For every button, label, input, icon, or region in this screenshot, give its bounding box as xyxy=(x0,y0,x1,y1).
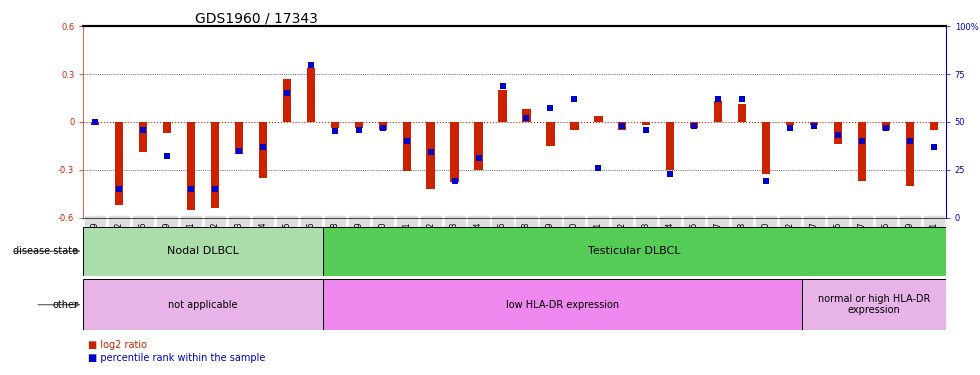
Text: ■ log2 ratio: ■ log2 ratio xyxy=(88,340,147,350)
Bar xyxy=(546,122,555,146)
Point xyxy=(351,126,367,132)
Bar xyxy=(83,279,322,330)
Bar xyxy=(259,122,268,178)
Text: low HLA-DR expression: low HLA-DR expression xyxy=(506,300,619,310)
Point xyxy=(327,128,343,135)
Bar xyxy=(786,122,794,125)
Bar xyxy=(83,227,322,276)
Bar xyxy=(403,122,411,171)
Text: not applicable: not applicable xyxy=(169,300,238,310)
Point xyxy=(830,132,846,138)
Point xyxy=(734,96,750,102)
Point xyxy=(87,119,103,125)
Bar xyxy=(522,109,531,122)
Point xyxy=(543,105,559,111)
Point xyxy=(902,138,917,144)
Point xyxy=(878,124,894,130)
Bar xyxy=(594,116,603,122)
Bar xyxy=(642,122,651,125)
Text: disease state: disease state xyxy=(14,246,78,256)
Point xyxy=(686,123,702,129)
Bar xyxy=(809,122,818,125)
Point xyxy=(183,186,199,192)
Point xyxy=(207,186,222,192)
Bar xyxy=(139,122,147,152)
Point xyxy=(470,155,486,161)
Point xyxy=(518,115,534,121)
Bar xyxy=(738,104,747,122)
Point xyxy=(160,153,175,159)
Bar xyxy=(355,122,363,128)
Bar xyxy=(330,122,339,128)
Point xyxy=(375,124,391,130)
Bar xyxy=(378,122,387,130)
Point xyxy=(112,186,127,192)
Bar xyxy=(802,279,946,330)
Bar xyxy=(322,227,946,276)
Bar xyxy=(282,79,291,122)
Bar xyxy=(858,122,866,181)
Bar xyxy=(498,90,507,122)
Bar xyxy=(322,279,802,330)
Bar xyxy=(426,122,435,189)
Text: ■ percentile rank within the sample: ■ percentile rank within the sample xyxy=(88,353,266,363)
Bar xyxy=(115,122,123,205)
Text: normal or high HLA-DR
expression: normal or high HLA-DR expression xyxy=(817,294,930,315)
Bar xyxy=(187,122,195,210)
Point xyxy=(759,178,774,184)
Bar xyxy=(570,122,578,130)
Text: Nodal DLBCL: Nodal DLBCL xyxy=(168,246,239,256)
Bar xyxy=(211,122,220,208)
Bar xyxy=(834,122,842,144)
Point xyxy=(854,138,869,144)
Point xyxy=(638,126,654,132)
Text: other: other xyxy=(52,300,78,310)
Bar xyxy=(929,122,938,130)
Point xyxy=(135,126,151,132)
Point xyxy=(591,165,607,171)
Bar xyxy=(451,122,459,183)
Text: Testicular DLBCL: Testicular DLBCL xyxy=(588,246,680,256)
Point xyxy=(279,90,295,96)
Point xyxy=(710,96,726,102)
Point xyxy=(495,82,511,88)
Point xyxy=(566,96,582,102)
Point xyxy=(782,124,798,130)
Point xyxy=(662,171,678,177)
Point xyxy=(255,144,270,150)
Point xyxy=(399,138,415,144)
Bar xyxy=(91,122,100,125)
Point xyxy=(303,62,318,68)
Bar xyxy=(761,122,770,174)
Point xyxy=(231,147,247,154)
Bar xyxy=(882,122,890,130)
Text: GDS1960 / 17343: GDS1960 / 17343 xyxy=(195,11,318,25)
Bar xyxy=(666,122,674,170)
Point xyxy=(422,150,438,156)
Bar xyxy=(713,101,722,122)
Bar xyxy=(163,122,172,133)
Bar xyxy=(618,122,626,130)
Point xyxy=(926,144,942,150)
Point xyxy=(447,178,463,184)
Bar xyxy=(235,122,243,154)
Point xyxy=(807,123,822,129)
Point xyxy=(614,123,630,129)
Bar xyxy=(690,122,699,128)
Bar xyxy=(906,122,914,186)
Bar xyxy=(474,122,483,170)
Bar xyxy=(307,68,315,122)
